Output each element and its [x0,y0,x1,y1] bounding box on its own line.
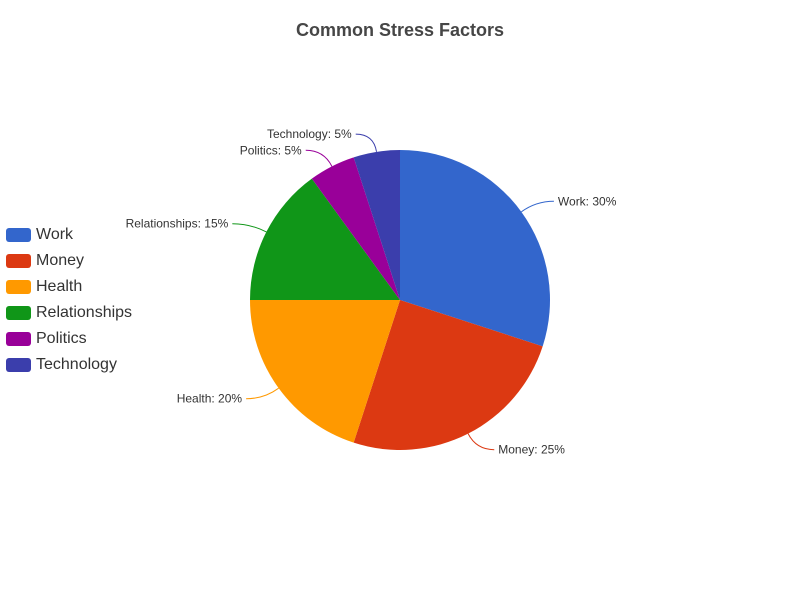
legend-label-technology: Technology [36,356,117,373]
legend-item-relationships[interactable]: Relationships [6,300,132,326]
leader-line-relationships [232,223,267,233]
slice-label-technology: Technology: 5% [267,127,352,141]
legend-item-money[interactable]: Money [6,248,132,274]
pie-slice-relationships[interactable] [250,178,400,300]
leader-line-politics [305,149,333,167]
pie-slice-politics[interactable] [311,157,400,300]
legend-item-politics[interactable]: Politics [6,326,132,352]
pie-slice-money[interactable] [353,300,543,450]
legend-label-health: Health [36,278,83,295]
slice-label-work: Work: 30% [558,194,617,208]
legend-swatch-relationships [6,306,31,320]
legend-swatch-technology [6,358,31,372]
legend-label-relationships: Relationships [36,304,133,321]
leader-line-work [521,200,554,213]
leader-line-technology [355,133,378,152]
slice-label-money: Money: 25% [498,443,565,457]
legend-label-politics: Politics [36,330,87,347]
leader-line-money [467,433,495,451]
legend-item-work[interactable]: Work [6,222,132,248]
legend-label-work: Work [36,226,74,243]
legend-label-money: Money [36,252,85,269]
chart-title: Common Stress Factors [295,20,505,40]
slice-label-politics: Politics: 5% [240,143,302,157]
legend-item-health[interactable]: Health [6,274,132,300]
pie-slice-health[interactable] [250,300,400,443]
legend-swatch-health [6,280,31,294]
pie-slice-work[interactable] [400,150,550,347]
legend-swatch-work [6,228,31,242]
legend-swatch-politics [6,332,31,346]
slice-label-relationships: Relationships: 15% [126,217,229,231]
slice-label-health: Health: 20% [177,392,243,406]
pie-slice-technology[interactable] [353,150,400,300]
legend-item-technology[interactable]: Technology [6,352,132,378]
leader-line-health [246,387,279,400]
legend-swatch-money [6,254,31,268]
legend: Work Money Health Relationships Politics… [6,222,132,378]
